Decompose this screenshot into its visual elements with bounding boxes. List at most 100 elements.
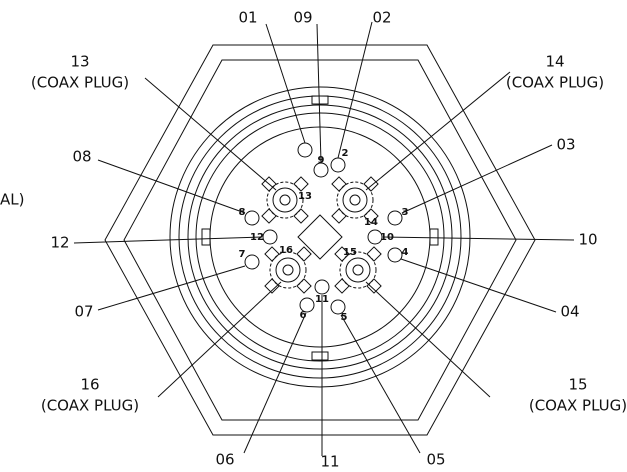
callout-label: 14 <box>545 53 564 71</box>
coax-tab <box>331 176 347 192</box>
coax-tab <box>264 246 280 262</box>
callout-label: 06 <box>215 451 234 469</box>
inner-hex <box>123 59 517 421</box>
coax <box>269 251 307 289</box>
coax-tab <box>366 278 382 294</box>
callout-note: (COAX PLUG) <box>529 397 627 415</box>
callout-label: 15 <box>568 376 587 394</box>
pin <box>387 247 403 263</box>
callout-label: 09 <box>293 9 312 27</box>
coax <box>266 181 304 219</box>
coax <box>345 257 371 283</box>
leader-line <box>401 144 553 214</box>
coax <box>279 194 291 206</box>
callout-note: (COAX PLUG) <box>41 397 139 415</box>
leader-line <box>337 21 373 159</box>
pin-label: 8 <box>239 207 246 218</box>
leader-line <box>144 77 277 191</box>
pin-label: 14 <box>364 217 378 228</box>
pin-label: 12 <box>250 232 264 243</box>
leader-line <box>365 281 491 398</box>
callout-label: 13 <box>70 53 89 71</box>
coax-tab <box>363 176 379 192</box>
ring <box>169 86 471 388</box>
callout-label: 05 <box>426 451 445 469</box>
key <box>311 351 329 361</box>
pin <box>299 297 315 313</box>
coax-tab <box>363 208 379 224</box>
leader-line <box>340 314 421 454</box>
housing <box>73 21 575 456</box>
leader-line <box>365 71 511 191</box>
pin-label: 7 <box>239 249 246 260</box>
callout-label: 03 <box>556 136 575 154</box>
pin-label: 5 <box>341 312 348 323</box>
pin-label: 2 <box>342 148 349 159</box>
callout-label: 04 <box>560 303 579 321</box>
key <box>201 228 211 246</box>
coax-tab <box>296 278 312 294</box>
coax <box>275 257 301 283</box>
coax <box>336 181 374 219</box>
outer-hex <box>104 44 536 436</box>
pin-label: 6 <box>300 310 307 321</box>
leader-line <box>73 236 263 244</box>
coax-tab <box>334 278 350 294</box>
coax-tab <box>366 246 382 262</box>
pin <box>244 254 260 270</box>
coax <box>349 194 361 206</box>
callout-label: 10 <box>578 231 597 249</box>
leader-line <box>243 312 307 454</box>
center-diamond <box>297 214 343 260</box>
coax-tab <box>293 208 309 224</box>
key <box>311 95 329 105</box>
pin <box>367 229 383 245</box>
leader-line <box>265 23 306 144</box>
coax-tab <box>293 176 309 192</box>
callout-label: 12 <box>50 234 69 252</box>
pin <box>314 279 330 295</box>
pin-label: 9 <box>318 155 325 166</box>
coax <box>339 251 377 289</box>
pin <box>313 162 329 178</box>
coax <box>272 187 298 213</box>
leader-line <box>316 23 322 163</box>
pin <box>262 229 278 245</box>
pin-label: 10 <box>380 232 394 243</box>
leader-line <box>157 281 282 398</box>
callout-note: (COAX PLUG) <box>31 74 129 92</box>
coax <box>342 187 368 213</box>
pin <box>297 142 313 158</box>
pin-label: 3 <box>402 207 409 218</box>
callout-label: 16 <box>80 376 99 394</box>
coax-tab <box>264 278 280 294</box>
ring <box>187 104 453 370</box>
callout-label: 08 <box>72 148 91 166</box>
coax-tab <box>334 246 350 262</box>
callout-label: AL) <box>0 191 24 209</box>
pin-label: 13 <box>298 191 312 202</box>
pin <box>330 157 346 173</box>
key <box>429 228 439 246</box>
coax <box>282 264 294 276</box>
leader-line <box>97 159 246 214</box>
callout-label: 11 <box>320 453 339 471</box>
callout-label: 01 <box>238 9 257 27</box>
pin <box>387 210 403 226</box>
pin <box>330 299 346 315</box>
callout-note: (COAX PLUG) <box>506 74 604 92</box>
pin-label: 11 <box>315 294 329 305</box>
coax-tab <box>331 208 347 224</box>
leader-line <box>97 265 246 311</box>
coax-tab <box>296 246 312 262</box>
pin <box>244 210 260 226</box>
pin-label: 4 <box>402 247 409 258</box>
pin-label: 15 <box>343 247 357 258</box>
callout-label: 02 <box>372 9 391 27</box>
pin-label: 16 <box>279 245 293 256</box>
leader-line <box>400 258 557 313</box>
coax <box>352 264 364 276</box>
callout-label: 07 <box>74 303 93 321</box>
coax-tab <box>261 208 277 224</box>
